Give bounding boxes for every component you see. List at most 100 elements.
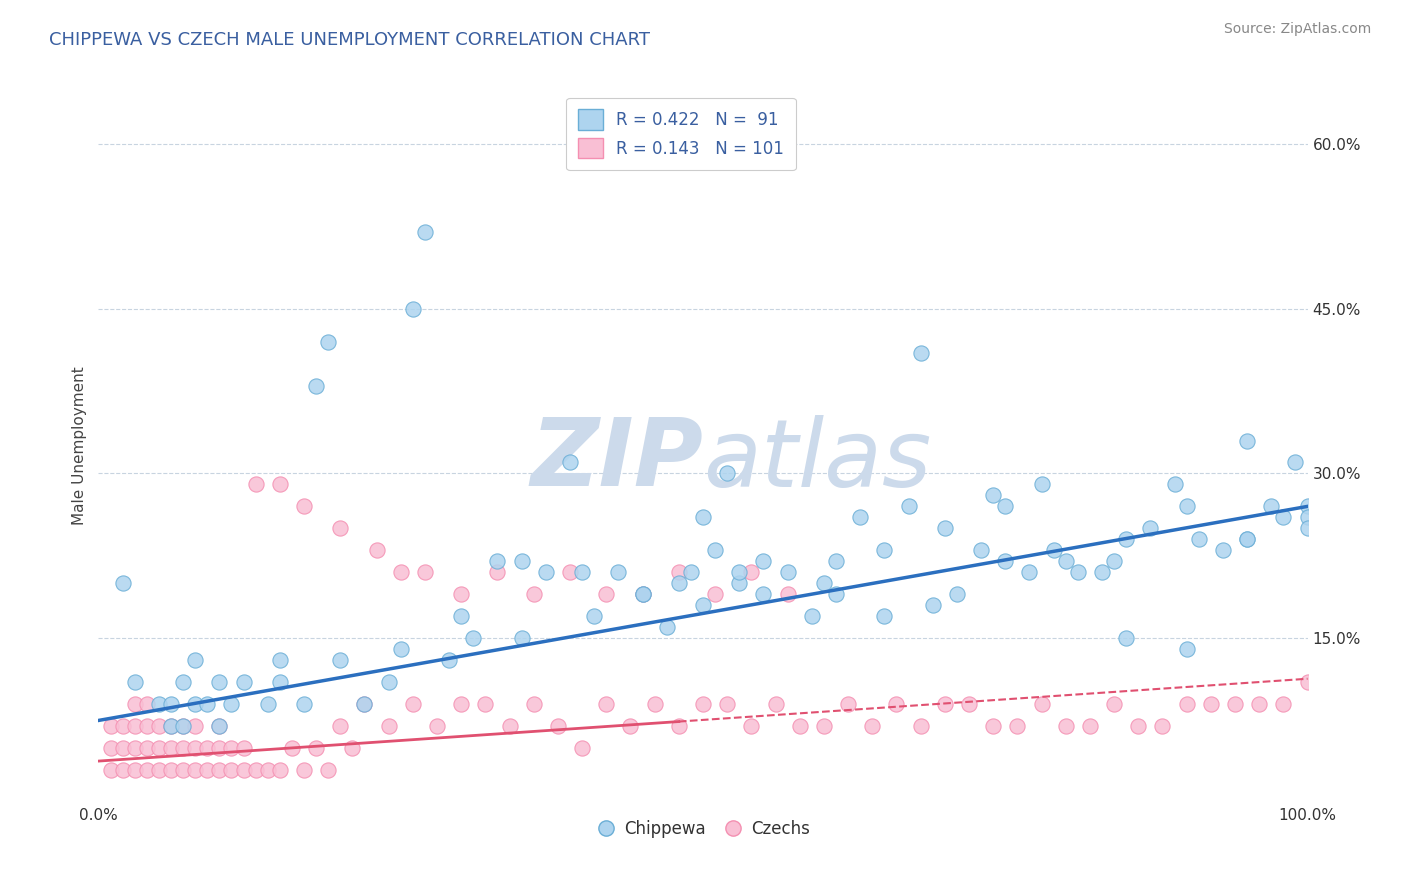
Point [692, 510, 714, 524]
Point [994, 554, 1017, 568]
Point [595, 587, 617, 601]
Point [135, 719, 157, 733]
Point [269, 675, 291, 690]
Point [1212, 543, 1234, 558]
Text: CHIPPEWA VS CZECH MALE UNEMPLOYMENT CORRELATION CHART: CHIPPEWA VS CZECH MALE UNEMPLOYMENT CORR… [49, 31, 650, 49]
Point [402, 301, 425, 316]
Point [413, 225, 436, 239]
Point [195, 740, 218, 755]
Point [195, 697, 218, 711]
Point [450, 697, 472, 711]
Point [353, 697, 375, 711]
Point [716, 697, 738, 711]
Point [946, 587, 969, 601]
Point [172, 763, 194, 777]
Point [692, 598, 714, 612]
Point [679, 566, 702, 580]
Point [692, 697, 714, 711]
Point [221, 740, 243, 755]
Point [208, 675, 231, 690]
Point [135, 697, 157, 711]
Point [498, 719, 520, 733]
Point [813, 576, 835, 591]
Point [184, 653, 207, 667]
Point [668, 719, 690, 733]
Point [910, 345, 932, 359]
Point [776, 587, 799, 601]
Text: ZIP: ZIP [530, 414, 703, 507]
Point [437, 653, 460, 667]
Point [160, 740, 183, 755]
Point [172, 719, 194, 733]
Point [184, 763, 207, 777]
Point [668, 566, 690, 580]
Point [1102, 697, 1125, 711]
Point [970, 543, 993, 558]
Point [957, 697, 980, 711]
Point [221, 697, 243, 711]
Point [377, 675, 399, 690]
Point [305, 740, 328, 755]
Point [292, 500, 315, 514]
Point [571, 566, 593, 580]
Point [486, 566, 509, 580]
Point [1296, 510, 1319, 524]
Point [160, 763, 183, 777]
Point [1018, 566, 1040, 580]
Point [1249, 697, 1271, 711]
Point [124, 763, 146, 777]
Point [510, 554, 533, 568]
Point [571, 740, 593, 755]
Point [523, 697, 546, 711]
Point [752, 554, 775, 568]
Point [1007, 719, 1029, 733]
Point [934, 697, 956, 711]
Point [619, 719, 641, 733]
Point [269, 763, 291, 777]
Point [1175, 642, 1198, 657]
Point [100, 763, 122, 777]
Point [111, 719, 134, 733]
Point [184, 697, 207, 711]
Point [208, 740, 231, 755]
Point [135, 740, 157, 755]
Point [1296, 500, 1319, 514]
Point [510, 631, 533, 645]
Point [100, 719, 122, 733]
Point [558, 566, 581, 580]
Point [353, 697, 375, 711]
Point [728, 566, 751, 580]
Point [389, 566, 412, 580]
Point [474, 697, 496, 711]
Point [342, 740, 364, 755]
Y-axis label: Male Unemployment: Male Unemployment [72, 367, 87, 525]
Point [160, 719, 183, 733]
Point [1272, 697, 1295, 711]
Point [921, 598, 943, 612]
Point [172, 740, 194, 755]
Point [934, 521, 956, 535]
Point [825, 554, 848, 568]
Point [583, 609, 606, 624]
Point [886, 697, 908, 711]
Point [245, 477, 267, 491]
Point [426, 719, 449, 733]
Point [897, 500, 920, 514]
Point [377, 719, 399, 733]
Point [1223, 697, 1246, 711]
Point [1236, 533, 1258, 547]
Point [837, 697, 859, 711]
Point [269, 653, 291, 667]
Point [558, 455, 581, 469]
Point [631, 587, 654, 601]
Point [160, 719, 183, 733]
Point [160, 697, 183, 711]
Point [172, 719, 194, 733]
Point [994, 500, 1017, 514]
Point [1115, 631, 1137, 645]
Point [402, 697, 425, 711]
Point [292, 697, 315, 711]
Point [366, 543, 388, 558]
Point [148, 763, 170, 777]
Point [849, 510, 872, 524]
